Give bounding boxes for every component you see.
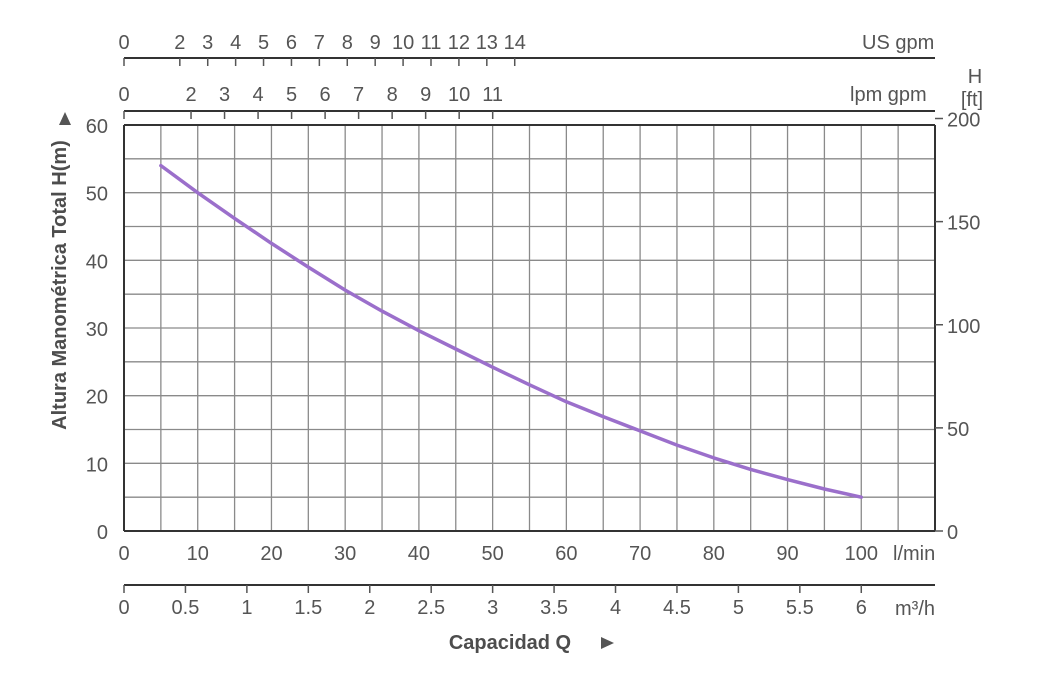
x-tick-label: 40 [408,543,430,565]
us-gpm-tick-label: 12 [448,32,470,54]
x-unit-m3h: m³/h [895,598,935,620]
m3h-tick-label: 5 [733,597,744,619]
grid [123,124,936,532]
x-axis-arrow-icon [601,637,614,649]
y-tick-label: 20 [86,387,108,409]
us-gpm-tick-label: 9 [370,32,381,54]
m3h-tick-label: 2 [364,597,375,619]
y-tick-label: 30 [86,319,108,341]
us-gpm-tick-label: 7 [314,32,325,54]
imp-gpm-tick-label: 0 [118,84,129,106]
imp-gpm-tick-label: 5 [286,84,297,106]
imp-gpm-tick-label: 3 [219,84,230,106]
imp-gpm-tick-label: 6 [320,84,331,106]
y-tick-label: 0 [97,522,108,544]
imp-gpm-tick-label: 8 [387,84,398,106]
imp-gpm-tick-label: 4 [253,84,264,106]
y-tick-label: 40 [86,251,108,273]
imp-gpm-tick-label: 9 [420,84,431,106]
series [159,163,864,499]
right-tick-label: 100 [947,316,980,338]
x-tick-label: 60 [555,543,577,565]
x-tick-label: 90 [776,543,798,565]
imp-gpm-tick-label: 11 [482,84,503,106]
right-tick-label: 200 [947,110,980,132]
m3h-tick-label: 3.5 [540,597,568,619]
us-gpm-tick-label: 11 [421,32,442,54]
m3h-tick-label: 0.5 [172,597,200,619]
x-unit-lmin: l/min [893,543,935,565]
m3h-tick-label: 2.5 [417,597,445,619]
y-tick-label: 60 [86,116,108,138]
m3h-tick-label: 4 [610,597,621,619]
m3h-tick-label: 1.5 [294,597,322,619]
us-gpm-tick-label: 10 [392,32,414,54]
right-unit-ft: [ft] [961,89,983,111]
m3h-tick-label: 6 [856,597,867,619]
us-gpm-tick-label: 13 [476,32,498,54]
right-tick-label: 150 [947,213,980,235]
x-tick-label: 50 [482,543,504,565]
x-tick-label: 100 [845,543,878,565]
pump-curve-line [159,163,864,499]
top-unit-usgpm: US gpm [862,32,934,54]
us-gpm-tick-label: 4 [230,32,241,54]
m3h-tick-label: 1 [241,597,252,619]
m3h-tick-label: 0 [118,597,129,619]
right-tick-label: 0 [947,522,958,544]
top-unit-lpm: lpm gpm [850,84,927,106]
right-tick-label: 50 [947,419,969,441]
right-unit-h: H [968,66,982,88]
us-gpm-tick-label: 2 [174,32,185,54]
x-tick-label: 80 [703,543,725,565]
us-gpm-tick-label: 14 [504,32,526,54]
imp-gpm-tick-label: 2 [185,84,196,106]
us-gpm-tick-label: 5 [258,32,269,54]
x-tick-label: 20 [260,543,282,565]
y-tick-label: 50 [86,184,108,206]
m3h-tick-label: 4.5 [663,597,691,619]
x-tick-label: 70 [629,543,651,565]
m3h-tick-label: 5.5 [786,597,814,619]
imp-gpm-tick-label: 10 [448,84,470,106]
m3h-tick-label: 3 [487,597,498,619]
us-gpm-tick-label: 8 [342,32,353,54]
us-gpm-tick-label: 0 [118,32,129,54]
x-tick-label: 0 [118,543,129,565]
x-axis-label: Capacidad Q [449,632,571,654]
x-tick-label: 30 [334,543,356,565]
x-tick-label: 10 [187,543,209,565]
y-axis-label: Altura Manométrica Total H(m) [49,140,71,430]
y-axis-arrow-icon [59,112,71,125]
imp-gpm-tick-label: 7 [353,84,364,106]
y-tick-label: 10 [86,454,108,476]
us-gpm-tick-label: 3 [202,32,213,54]
us-gpm-tick-label: 6 [286,32,297,54]
